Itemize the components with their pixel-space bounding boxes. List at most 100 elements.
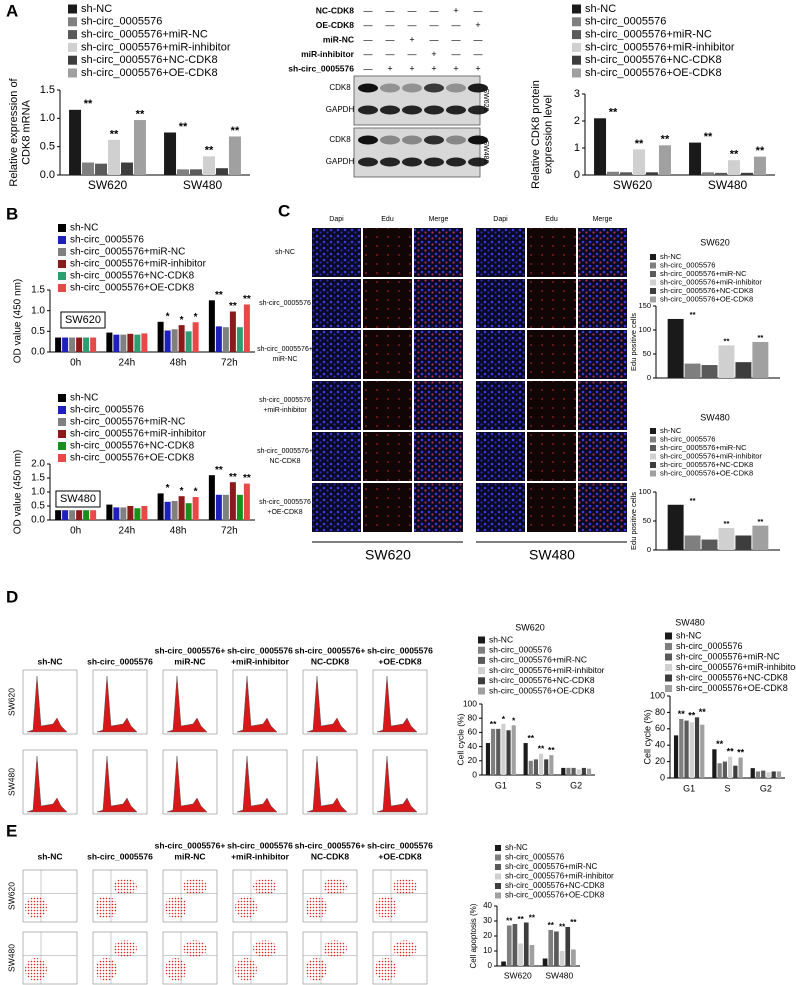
bar — [55, 337, 62, 352]
y-tick-label: 50 — [643, 349, 651, 358]
blot-band — [402, 83, 422, 93]
legend-swatch — [478, 656, 485, 664]
blot-row-label: miR-NC — [323, 34, 354, 44]
bar — [766, 772, 771, 778]
edu-image — [527, 228, 576, 277]
legend-label: sh-circ_0005576 — [70, 235, 144, 246]
edu-image — [414, 483, 463, 532]
significance: ** — [215, 465, 223, 476]
legend-label: sh-NC — [489, 634, 513, 644]
histogram — [376, 755, 418, 813]
y-axis-label: Edu positive cells — [629, 313, 638, 371]
legend-swatch — [495, 864, 501, 870]
edu-image — [312, 381, 361, 430]
edu-image — [476, 483, 525, 532]
bar — [717, 763, 722, 778]
y-axis-label: Cell cycle (%) — [642, 709, 652, 764]
panel-label: E — [6, 821, 17, 840]
legend-label: sh-circ_0005576+OE-CDK8 — [81, 67, 218, 79]
column-label: sh-circ_0005576+ — [295, 840, 366, 850]
bar — [83, 337, 90, 352]
edu-image — [527, 381, 576, 430]
column-label: sh-circ_0005576 — [367, 645, 433, 655]
blot-band — [468, 157, 488, 167]
blot-band — [424, 157, 444, 167]
legend-swatch — [478, 667, 485, 675]
legend-label: sh-circ_0005576+OE-CDK8 — [660, 468, 753, 477]
significance: ** — [704, 131, 713, 143]
legend-label: sh-circ_0005576 — [660, 434, 715, 443]
histogram — [26, 675, 68, 733]
histogram — [236, 675, 278, 733]
blot-mark: — — [408, 5, 417, 15]
legend-label: sh-NC — [70, 393, 98, 404]
y-tick-label: 100 — [638, 325, 651, 334]
blot-frame — [353, 75, 481, 126]
plot-frame — [372, 669, 428, 735]
y-tick-label: 0.0 — [31, 515, 45, 526]
x-tick-label: 48h — [170, 358, 187, 369]
edu-image — [414, 228, 463, 277]
y-tick-label: 100 — [638, 487, 651, 496]
legend-swatch — [478, 687, 485, 695]
bar — [761, 770, 766, 778]
dot-cloud — [183, 940, 207, 957]
legend-label: sh-circ_0005576 — [489, 644, 552, 654]
legend-label: sh-circ_0005576+NC-CDK8 — [660, 286, 753, 295]
bar — [511, 725, 516, 775]
blot-mark: — — [430, 5, 439, 15]
legend-swatch — [58, 272, 66, 280]
x-tick-label: G1 — [495, 780, 507, 790]
significance: ** — [84, 98, 93, 110]
legend-label: sh-circ_0005576+OE-CDK8 — [70, 283, 195, 294]
edu-image — [527, 432, 576, 481]
y-tick-label: 1.0 — [31, 487, 45, 498]
blot-band-label: GAPDH — [326, 105, 355, 114]
bar — [506, 925, 512, 966]
x-tick-label: S — [535, 780, 541, 790]
legend-label: sh-circ_0005576+OE-CDK8 — [505, 891, 605, 900]
column-label: NC-CDK8 — [311, 851, 350, 861]
significance: ** — [538, 744, 545, 754]
edu-column-label: Edu — [545, 216, 558, 223]
dot-cloud — [375, 958, 397, 981]
bar — [62, 337, 69, 352]
blot-band — [358, 135, 378, 145]
significance: ** — [570, 918, 577, 927]
dot-cloud — [25, 896, 47, 919]
edu-column-label: Merge — [593, 216, 613, 223]
bar — [658, 145, 671, 175]
bar — [566, 767, 571, 775]
significance: ** — [635, 138, 644, 150]
significance: ** — [517, 915, 524, 924]
legend-swatch — [478, 636, 485, 644]
significance: ** — [231, 125, 240, 137]
y-tick-label: 1.5 — [31, 473, 45, 484]
plot-frame — [232, 749, 288, 815]
significance: ** — [243, 294, 251, 305]
chart-title: SW620 — [515, 622, 545, 632]
row-label: SW480 — [6, 768, 16, 796]
bar — [645, 172, 658, 175]
dot-cloud — [305, 958, 327, 981]
bar — [215, 494, 222, 520]
legend-label: sh-NC — [70, 223, 98, 234]
panel-label: C — [278, 201, 290, 220]
legend-label: sh-circ_0005576 — [81, 16, 162, 28]
blot-mark: + — [475, 20, 480, 30]
edu-image — [363, 381, 412, 430]
significance: * — [194, 487, 198, 498]
legend-swatch — [68, 17, 77, 27]
legend-swatch — [478, 646, 485, 654]
bar — [82, 162, 95, 175]
bar — [740, 172, 753, 175]
edu-row-label: sh-NC — [275, 249, 295, 256]
bar — [127, 333, 134, 352]
legend-label: sh-circ_0005576+OE-CDK8 — [660, 294, 753, 303]
y-tick-label: 40 — [468, 741, 478, 751]
blot-band — [424, 83, 444, 93]
bar — [83, 510, 90, 520]
edu-image — [312, 228, 361, 277]
dot-cloud — [253, 878, 277, 895]
legend-swatch — [478, 677, 485, 685]
